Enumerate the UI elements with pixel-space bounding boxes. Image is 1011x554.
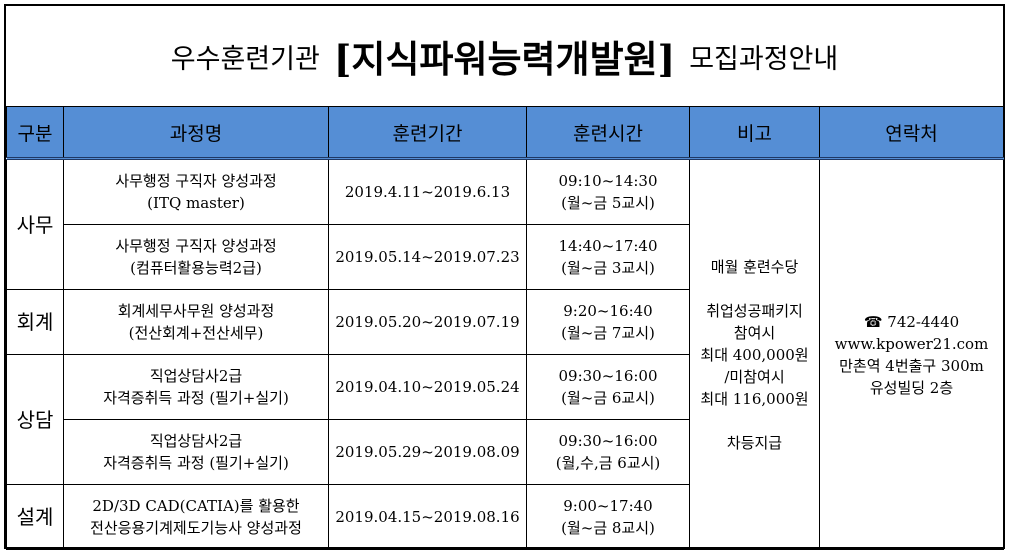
time-cell: 9:20~16:40 (월~금 7교시) bbox=[526, 289, 690, 355]
course-sub: 자격증취득 과정 (필기+실기) bbox=[103, 389, 289, 407]
note-max-1: 최대 400,000원 bbox=[700, 345, 809, 364]
course-sub: 자격증취득 과정 (필기+실기) bbox=[103, 454, 289, 472]
period-cell: 2019.05.29~2019.08.09 bbox=[328, 419, 527, 485]
course-sub: (전산회계+전산세무) bbox=[128, 324, 264, 342]
time-cell: 09:30~16:00 (월~금 6교시) bbox=[526, 354, 690, 420]
time-range: 9:00~17:40 bbox=[563, 497, 653, 515]
note-package: 취업성공패키지 bbox=[706, 301, 803, 320]
note-participate: 참여시 bbox=[733, 323, 776, 342]
course-sub: (컴퓨터활용능력2급) bbox=[130, 259, 262, 277]
course-table: 구분 과정명 훈련기간 훈련시간 비고 연락처 사무 사무행정 구직자 양성과정… bbox=[6, 106, 1004, 550]
course-name: 직업상담사2급 bbox=[149, 367, 243, 385]
period-cell: 2019.05.20~2019.07.19 bbox=[328, 289, 527, 355]
header-time: 훈련시간 bbox=[526, 106, 690, 160]
time-days: (월~금 3교시) bbox=[561, 259, 655, 277]
time-cell: 09:10~14:30 (월~금 5교시) bbox=[526, 158, 690, 225]
time-range: 14:40~17:40 bbox=[558, 237, 658, 255]
header-course: 과정명 bbox=[63, 106, 329, 160]
period-cell: 2019.04.15~2019.08.16 bbox=[328, 484, 527, 550]
time-range: 09:30~16:00 bbox=[558, 432, 658, 450]
header-category: 구분 bbox=[6, 106, 64, 160]
period-cell: 2019.4.11~2019.6.13 bbox=[328, 158, 527, 225]
note-max-2: 최대 116,000원 bbox=[700, 389, 809, 408]
course-cell: 회계세무사무원 양성과정 (전산회계+전산세무) bbox=[63, 289, 329, 355]
course-sub: 전산응용기계제도기능사 양성과정 bbox=[90, 519, 302, 537]
contact-location: 만촌역 4번출구 300m bbox=[839, 356, 984, 375]
time-cell: 14:40~17:40 (월~금 3교시) bbox=[526, 224, 690, 290]
time-range: 09:30~16:00 bbox=[558, 367, 658, 385]
header-contact: 연락처 bbox=[819, 106, 1004, 160]
time-cell: 9:00~17:40 (월~금 8교시) bbox=[526, 484, 690, 550]
contact-website[interactable]: www.kpower21.com bbox=[834, 334, 989, 353]
category-cell: 회계 bbox=[6, 289, 64, 355]
note-cell: 매월 훈련수당 취업성공패키지 참여시 최대 400,000원 /미참여시 최대… bbox=[689, 158, 820, 550]
time-days: (월~금 8교시) bbox=[561, 519, 655, 537]
course-sub: (ITQ master) bbox=[147, 194, 245, 212]
page-title: 우수훈련기관 [지식파워능력개발원] 모집과정안내 bbox=[6, 6, 1003, 106]
time-days: (월~금 6교시) bbox=[561, 389, 655, 407]
period-cell: 2019.05.14~2019.07.23 bbox=[328, 224, 527, 290]
time-days: (월,수,금 6교시) bbox=[555, 454, 661, 472]
course-name: 2D/3D CAD(CATIA)를 활용한 bbox=[92, 497, 300, 515]
note-nonparticipate: /미참여시 bbox=[724, 367, 785, 386]
time-days: (월~금 7교시) bbox=[561, 324, 655, 342]
category-cell: 설계 bbox=[6, 484, 64, 550]
course-name: 사무행정 구직자 양성과정 bbox=[115, 172, 277, 190]
time-days: (월~금 5교시) bbox=[561, 194, 655, 212]
course-cell: 사무행정 구직자 양성과정 (컴퓨터활용능력2급) bbox=[63, 224, 329, 290]
course-cell: 사무행정 구직자 양성과정 (ITQ master) bbox=[63, 158, 329, 225]
contact-building: 유성빌딩 2층 bbox=[869, 378, 954, 397]
category-cell: 사무 bbox=[6, 158, 64, 290]
time-range: 9:20~16:40 bbox=[563, 302, 653, 320]
table-row: 회계 회계세무사무원 양성과정 (전산회계+전산세무) 2019.05.20~20… bbox=[6, 289, 1004, 355]
category-cell: 상담 bbox=[6, 354, 64, 485]
course-name: 회계세무사무원 양성과정 bbox=[117, 302, 275, 320]
table-row: 상담 직업상담사2급 자격증취득 과정 (필기+실기) 2019.04.10~20… bbox=[6, 354, 1004, 485]
table-row: 사무 사무행정 구직자 양성과정 (ITQ master) 2019.4.11~2… bbox=[6, 158, 1004, 550]
title-institute: [지식파워능력개발원] bbox=[333, 37, 676, 81]
course-name: 직업상담사2급 bbox=[149, 432, 243, 450]
table-row: 사무행정 구직자 양성과정 (컴퓨터활용능력2급) 2019.05.14~2019… bbox=[7, 224, 1004, 290]
contact-cell: ☎ 742-4440 www.kpower21.com 만촌역 4번출구 300… bbox=[819, 158, 1004, 550]
header-note: 비고 bbox=[689, 106, 820, 160]
note-allowance: 매월 훈련수당 bbox=[710, 257, 799, 276]
title-prefix: 우수훈련기관 bbox=[170, 43, 320, 75]
time-range: 09:10~14:30 bbox=[558, 172, 658, 190]
contact-phone: ☎ 742-4440 bbox=[863, 312, 960, 331]
document-frame: 우수훈련기관 [지식파워능력개발원] 모집과정안내 구분 과정명 훈련기간 훈련… bbox=[4, 4, 1005, 550]
period-cell: 2019.04.10~2019.05.24 bbox=[328, 354, 527, 420]
time-cell: 09:30~16:00 (월,수,금 6교시) bbox=[526, 419, 690, 485]
header-period: 훈련기간 bbox=[328, 106, 527, 160]
table-header: 구분 과정명 훈련기간 훈련시간 비고 연락처 bbox=[6, 106, 1004, 160]
note-differential: 차등지급 bbox=[726, 433, 783, 452]
title-suffix: 모집과정안내 bbox=[689, 43, 839, 75]
course-name: 사무행정 구직자 양성과정 bbox=[115, 237, 277, 255]
